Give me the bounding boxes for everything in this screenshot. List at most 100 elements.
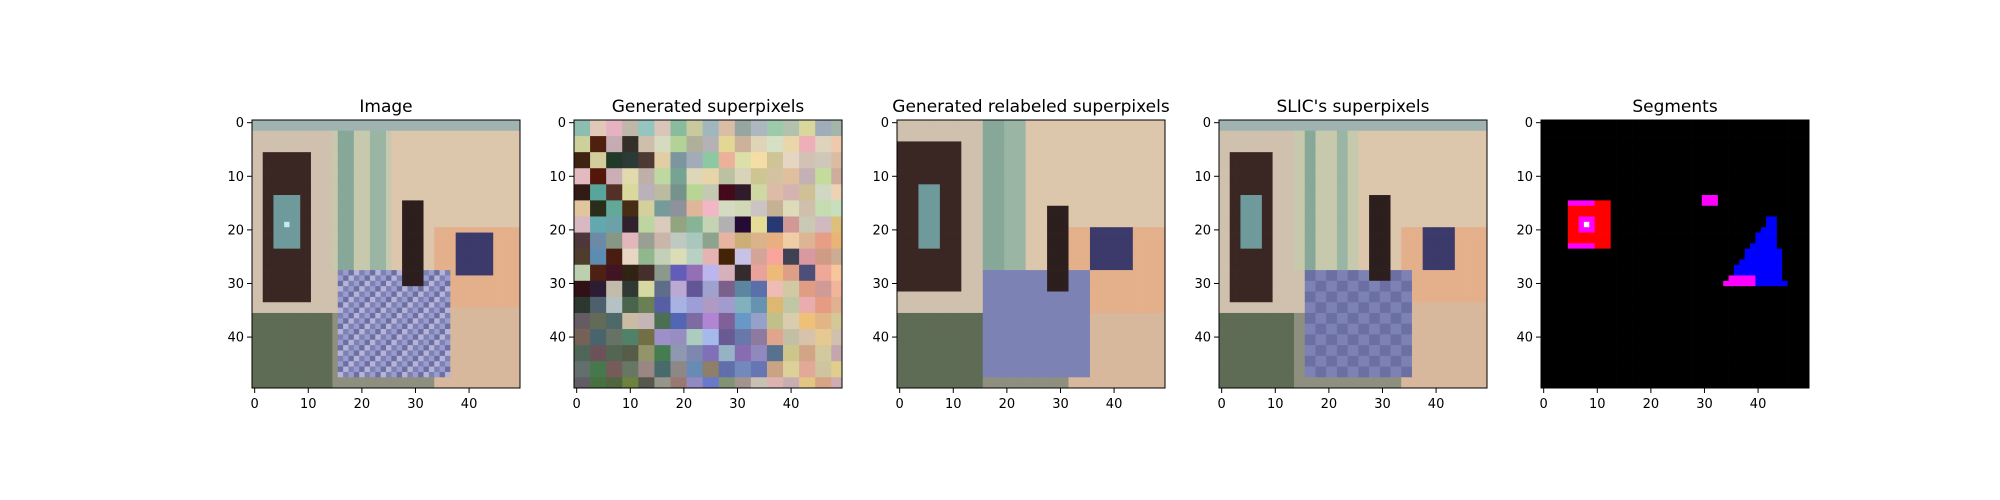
generated-superpixel-pixel <box>766 173 773 180</box>
generated-superpixel-pixel <box>761 130 768 137</box>
image-pixel <box>471 371 478 378</box>
image-pixel <box>327 168 333 174</box>
generated-superpixel-pixel <box>670 270 677 276</box>
generated-superpixel-pixel <box>659 200 666 207</box>
generated-superpixel-pixel <box>632 361 639 367</box>
generated-superpixel-pixel <box>761 264 768 271</box>
image-pixel <box>487 318 494 325</box>
generated-superpixel-pixel <box>702 275 709 282</box>
generated-superpixel-pixel <box>584 254 591 260</box>
image-pixel <box>294 184 301 191</box>
generated-superpixel-pixel <box>783 243 789 249</box>
generated-superpixel-pixel <box>831 141 837 148</box>
generated-superpixel-pixel <box>750 141 757 148</box>
generated-superpixel-pixel <box>638 211 645 217</box>
generated-superpixel-pixel <box>616 350 623 357</box>
generated-superpixel-pixel <box>783 237 789 244</box>
generated-superpixel-pixel <box>643 178 650 185</box>
generated-superpixel-pixel <box>729 120 736 126</box>
image-pixel <box>332 366 339 373</box>
image-pixel <box>418 307 424 314</box>
image-pixel <box>450 264 457 271</box>
generated-superpixel-pixel <box>708 162 714 169</box>
generated-superpixel-pixel <box>788 280 795 287</box>
image-pixel <box>369 173 376 180</box>
generated-superpixel-pixel <box>836 302 843 308</box>
generated-superpixel-pixel <box>708 302 714 308</box>
generated-superpixel-pixel <box>745 178 752 185</box>
image-pixel <box>428 270 435 276</box>
generated-superpixel-pixel <box>697 120 703 126</box>
generated-superpixel-pixel <box>756 350 762 357</box>
image-pixel <box>375 189 381 196</box>
image-pixel <box>321 366 328 373</box>
generated-superpixel-pixel <box>831 270 837 276</box>
generated-superpixel-pixel <box>574 291 580 298</box>
image-pixel <box>418 184 424 191</box>
generated-superpixel-pixel <box>611 296 618 303</box>
generated-superpixel-pixel <box>606 366 612 373</box>
image-pixel <box>284 270 290 276</box>
generated-superpixel-pixel <box>595 120 602 126</box>
image-pixel <box>380 211 387 217</box>
image-pixel <box>386 211 392 217</box>
image-pixel <box>418 120 424 126</box>
image-pixel <box>444 323 451 330</box>
generated-superpixel-pixel <box>729 377 736 383</box>
image-pixel <box>412 120 419 126</box>
generated-superpixel-pixel <box>670 361 677 367</box>
generated-superpixel-pixel <box>804 280 811 287</box>
generated-superpixel-pixel <box>622 205 628 212</box>
image-pixel <box>316 361 323 367</box>
generated-superpixel-pixel <box>691 189 698 196</box>
generated-superpixel-pixel <box>697 329 703 335</box>
image-pixel <box>375 312 381 319</box>
generated-superpixel-pixel <box>600 157 607 164</box>
generated-superpixel-pixel <box>622 334 628 341</box>
image-pixel <box>487 270 494 276</box>
image-pixel <box>455 237 462 244</box>
generated-superpixel-pixel <box>606 259 612 266</box>
image-pixel <box>343 371 349 378</box>
image-pixel <box>262 270 269 276</box>
image-pixel <box>428 307 435 314</box>
image-pixel <box>337 189 344 196</box>
generated-superpixel-pixel <box>632 248 639 255</box>
image-pixel <box>262 237 269 244</box>
generated-superpixel-pixel <box>665 302 671 308</box>
generated-superpixel-pixel <box>627 141 634 148</box>
image-pixel <box>305 318 312 325</box>
image-pixel <box>509 302 515 308</box>
image-pixel <box>386 264 392 271</box>
image-pixel <box>461 130 467 137</box>
image-pixel <box>369 216 376 223</box>
generated-superpixel-pixel <box>665 205 671 212</box>
image-pixel <box>316 141 323 148</box>
generated-superpixel-pixel <box>638 205 645 212</box>
generated-superpixel-pixel <box>702 350 709 357</box>
image-pixel <box>305 382 312 389</box>
generated-superpixel-pixel <box>825 296 832 303</box>
generated-superpixel-pixel <box>745 237 752 244</box>
image-pixel <box>289 264 296 271</box>
generated-superpixel-pixel <box>772 136 779 142</box>
image-pixel <box>268 168 274 174</box>
image-pixel <box>310 157 317 164</box>
generated-superpixel-pixel <box>611 248 618 255</box>
generated-superpixel-pixel <box>740 221 746 228</box>
generated-superpixel-pixel <box>708 168 714 174</box>
generated-superpixel-pixel <box>600 254 607 260</box>
generated-superpixel-pixel <box>783 184 789 191</box>
image-pixel <box>327 286 333 292</box>
generated-superpixel-pixel <box>584 339 591 346</box>
generated-superpixel-pixel <box>611 120 618 126</box>
image-pixel <box>337 178 344 185</box>
image-pixel <box>434 323 440 330</box>
image-pixel <box>471 162 478 169</box>
generated-superpixel-pixel <box>783 355 789 362</box>
image-pixel <box>471 221 478 228</box>
image-pixel <box>353 296 360 303</box>
generated-superpixel-pixel <box>761 366 768 373</box>
generated-superpixel-pixel <box>616 355 623 362</box>
image-pixel <box>471 168 478 174</box>
